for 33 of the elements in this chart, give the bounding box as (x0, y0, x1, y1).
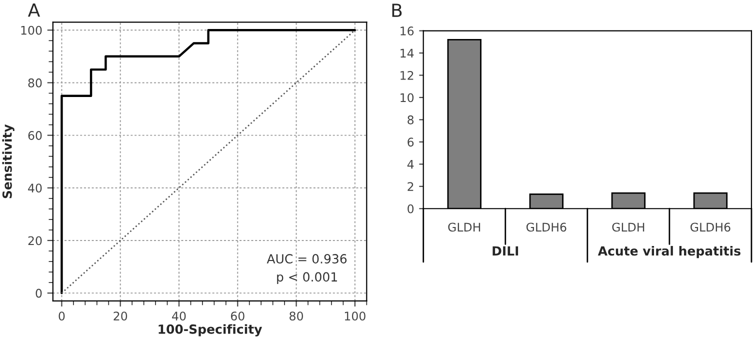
x-tick-label: GLDH6 (690, 222, 730, 232)
x-tick-label: 80 (290, 312, 304, 321)
y-tick-label: 4 (407, 160, 414, 169)
x-tick-label: 40 (172, 312, 186, 321)
y-tick-label: 80 (28, 78, 42, 88)
x-tick-label: GLDH (612, 222, 644, 232)
text: DILI (492, 246, 518, 256)
y-tick-label: 100 (21, 26, 42, 35)
chart-title: B (392, 4, 402, 17)
annotation: p < 0.001 (277, 272, 337, 284)
y-tick-label: 6 (408, 138, 414, 147)
x-tick-label: GLDH6 (526, 222, 566, 232)
y-tick-label: 16 (400, 26, 414, 36)
y-tick-label: 12 (400, 70, 414, 80)
y-tick-label: 10 (400, 93, 414, 102)
x-tick-label: 60 (230, 312, 244, 321)
x-tick-label: GLDH (448, 222, 480, 232)
y-tick-label: 20 (28, 236, 42, 246)
y-tick-label: 60 (28, 131, 42, 140)
x-tick-label: 100 (344, 312, 366, 321)
y-tick-label: 2 (408, 182, 414, 191)
chart-title: A (28, 4, 40, 17)
annotation: AUC = 0.936 (266, 254, 347, 264)
y-tick-label: 8 (408, 115, 414, 124)
y-tick-label: 40 (28, 184, 42, 193)
x-tick-label: 0 (58, 312, 65, 321)
y-tick-label: 0 (36, 288, 42, 298)
x-axis-title: 100-Specificity (158, 324, 262, 336)
y-tick-label: 0 (408, 204, 414, 214)
x-tick-label: 20 (114, 312, 128, 321)
text: Acute viral hepatitis (598, 246, 740, 258)
y-tick-label: 14 (400, 48, 414, 58)
y-axis-title: Sensitivity (2, 124, 14, 198)
